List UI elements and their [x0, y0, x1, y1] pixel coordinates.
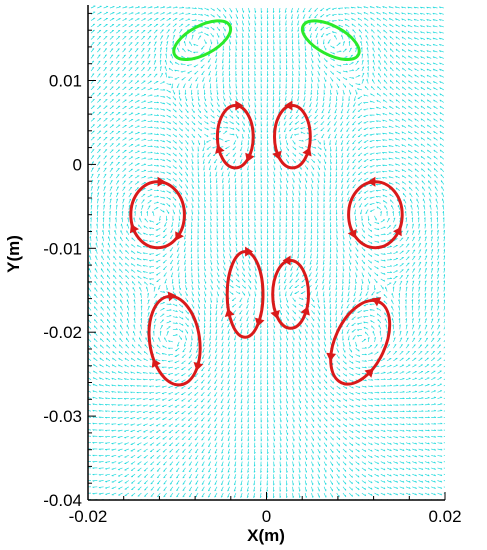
vector-field-arrows: [88, 5, 445, 500]
velocity-vectors: [88, 5, 445, 500]
streamline-loop: [300, 19, 361, 62]
y-tick-label: 0: [73, 155, 82, 174]
streamline-1: [172, 19, 233, 62]
streamline-10: [326, 297, 392, 386]
streamline-arrowhead: [371, 297, 382, 307]
streamline-arrowhead: [270, 310, 280, 320]
streamline-arrowhead: [157, 176, 166, 187]
streamline-arrowhead: [167, 291, 177, 302]
y-tick-label: -0.02: [43, 323, 82, 342]
streamline-loop: [172, 19, 233, 62]
streamline-4: [272, 100, 312, 170]
streamline-arrowhead: [175, 231, 184, 241]
streamline-3: [215, 100, 255, 170]
streamline-arrowhead: [272, 150, 282, 160]
streamline-7: [224, 246, 265, 339]
x-tick-label: 0.02: [428, 507, 461, 526]
streamline-arrowhead: [302, 147, 312, 157]
streamline-arrowhead: [215, 144, 225, 154]
streamline-arrowhead: [254, 317, 265, 327]
streamline-arrowhead: [193, 361, 204, 371]
streamline-arrowhead: [245, 152, 255, 163]
streamline-loop: [329, 299, 392, 386]
y-tick-label: 0.01: [49, 72, 82, 91]
streamline-arrowhead: [284, 100, 293, 111]
streamline-loop: [147, 294, 202, 387]
streamline-arrowhead: [282, 255, 291, 266]
streamline-arrowhead: [393, 226, 402, 237]
y-axis-title: Y(m): [4, 235, 23, 273]
x-axis-title: X(m): [247, 526, 285, 545]
streamline-arrowhead: [347, 229, 357, 239]
x-tick-label: 0: [262, 507, 271, 526]
tick-labels: 0.010-0.01-0.02-0.03-0.04-0.02 0 0.02: [43, 72, 461, 527]
streamline-6: [347, 176, 404, 250]
streamline-9: [147, 291, 204, 387]
y-tick-label: -0.04: [43, 491, 82, 510]
streamline-5: [129, 176, 186, 250]
streamline-arrowhead: [300, 306, 310, 316]
y-tick-label: -0.03: [43, 407, 82, 426]
streamline-arrowhead: [129, 224, 139, 234]
streamline-arrowhead: [151, 358, 161, 368]
streamline-arrowhead: [235, 100, 244, 111]
streamline-arrowhead: [224, 308, 235, 317]
x-tick-label: -0.02: [69, 507, 108, 526]
streamline-arrowhead: [364, 368, 374, 378]
streamline-arrowhead: [367, 176, 376, 187]
streamline-arrowhead: [245, 246, 254, 257]
streamlines: [129, 19, 404, 387]
streamline-2: [300, 19, 361, 62]
axes: [87, 5, 446, 501]
y-tick-label: -0.01: [43, 239, 82, 258]
streamline-arrowhead: [326, 352, 337, 362]
streamline-8: [270, 255, 311, 330]
streamline-loop: [347, 180, 404, 250]
